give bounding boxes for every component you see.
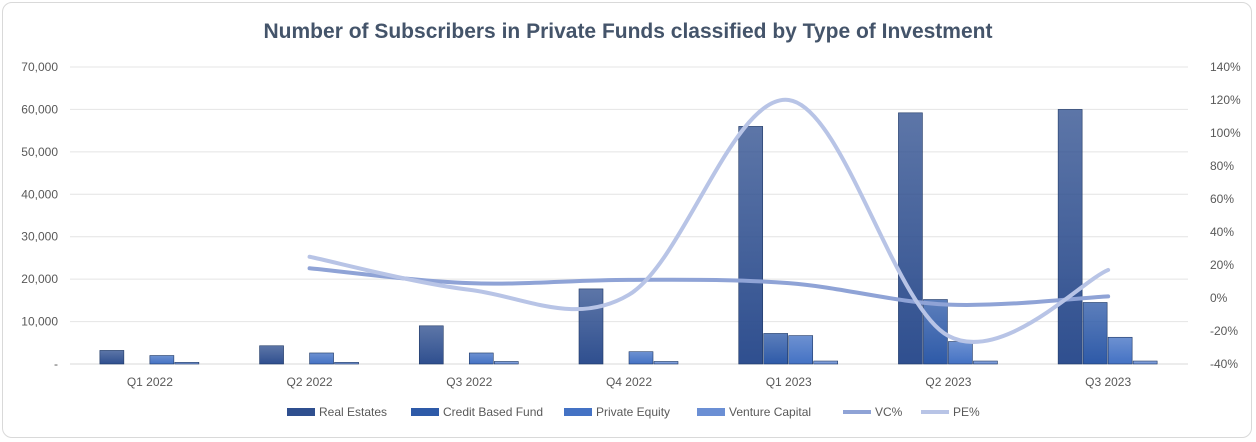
bar-private-equity: [788, 335, 814, 365]
bar-real-estates: [1057, 109, 1083, 365]
legend-label: Credit Based Fund: [443, 405, 543, 419]
bar-real-estates: [418, 325, 444, 365]
bar-private-equity: [309, 352, 334, 365]
right-tick-label: 0%: [1210, 291, 1228, 305]
bar-real-estates: [738, 126, 764, 365]
legend-swatch: [564, 408, 592, 416]
bar-venture-capital: [813, 360, 839, 365]
legend-label: Private Equity: [596, 405, 670, 419]
x-tick-label: Q1 2022: [127, 375, 173, 389]
left-tick-label: 50,000: [21, 145, 58, 159]
x-tick-label: Q4 2022: [606, 375, 652, 389]
right-tick-label: 20%: [1210, 258, 1234, 272]
line-pe-pct: [307, 97, 1111, 344]
bar-credit-based-fund: [1082, 302, 1108, 365]
legend-swatch: [697, 408, 725, 416]
left-tick-label: 40,000: [21, 187, 58, 201]
right-tick-label: 140%: [1210, 60, 1241, 74]
bar-real-estates: [578, 288, 604, 365]
bar-venture-capital: [973, 360, 998, 365]
bar-private-equity: [1107, 336, 1133, 365]
legend-label: PE%: [953, 405, 980, 419]
bars: [99, 109, 1158, 365]
left-tick-label: 20,000: [21, 272, 58, 286]
right-tick-label: 120%: [1210, 93, 1241, 107]
bar-private-equity: [149, 355, 175, 365]
left-tick-label: 10,000: [21, 315, 58, 329]
right-tick-label: -40%: [1210, 357, 1238, 371]
line-vc-pct: [307, 266, 1111, 307]
left-tick-label: 70,000: [21, 60, 58, 74]
bar-venture-capital: [493, 361, 519, 365]
bar-private-equity: [628, 351, 654, 365]
legend: Real Estates Credit Based Fund Private Equ…: [287, 405, 980, 419]
legend-swatch: [411, 408, 439, 416]
right-tick-label: 100%: [1210, 126, 1241, 140]
legend-swatch: [287, 408, 315, 416]
right-tick-label: 40%: [1210, 225, 1234, 239]
legend-label: Venture Capital: [729, 405, 811, 419]
left-tick-label: 30,000: [21, 230, 58, 244]
bar-credit-based-fund: [763, 333, 789, 365]
x-tick-label: Q3 2023: [1085, 375, 1131, 389]
x-tick-label: Q1 2023: [766, 375, 812, 389]
bar-real-estates: [99, 350, 125, 365]
x-tick-label: Q3 2022: [446, 375, 492, 389]
bar-real-estates: [898, 112, 923, 365]
chart-title: Number of Subscribers in Private Funds c…: [263, 20, 993, 43]
bar-real-estates: [259, 345, 284, 365]
bar-venture-capital: [1132, 360, 1158, 365]
x-tick-label: Q2 2022: [287, 375, 333, 389]
x-axis: Q1 2022 Q2 2022 Q3 2022 Q4 2022 Q1 2023 Q2 20…: [127, 375, 1132, 389]
bar-private-equity: [948, 341, 973, 365]
bar-venture-capital: [653, 361, 679, 365]
bar-venture-capital: [334, 362, 359, 365]
bar-private-equity: [468, 352, 494, 365]
left-tick-label: 60,000: [21, 102, 58, 116]
trend-lines: [307, 97, 1111, 344]
bar-venture-capital: [174, 362, 200, 365]
left-tick-label: -: [54, 357, 58, 371]
x-tick-label: Q2 2023: [925, 375, 971, 389]
right-tick-label: 80%: [1210, 159, 1234, 173]
legend-label: Real Estates: [319, 405, 387, 419]
grid-lines: [70, 66, 1188, 365]
legend-label: VC%: [875, 405, 903, 419]
right-axis-ticks: -40% -20% 0% 20% 40% 60% 80% 100% 120% 140%: [1210, 60, 1241, 371]
left-axis-ticks: - 10,000 20,000 30,000 40,000 50,000 60,000 70,…: [21, 60, 58, 371]
right-tick-label: -20%: [1210, 324, 1238, 338]
right-tick-label: 60%: [1210, 192, 1234, 206]
